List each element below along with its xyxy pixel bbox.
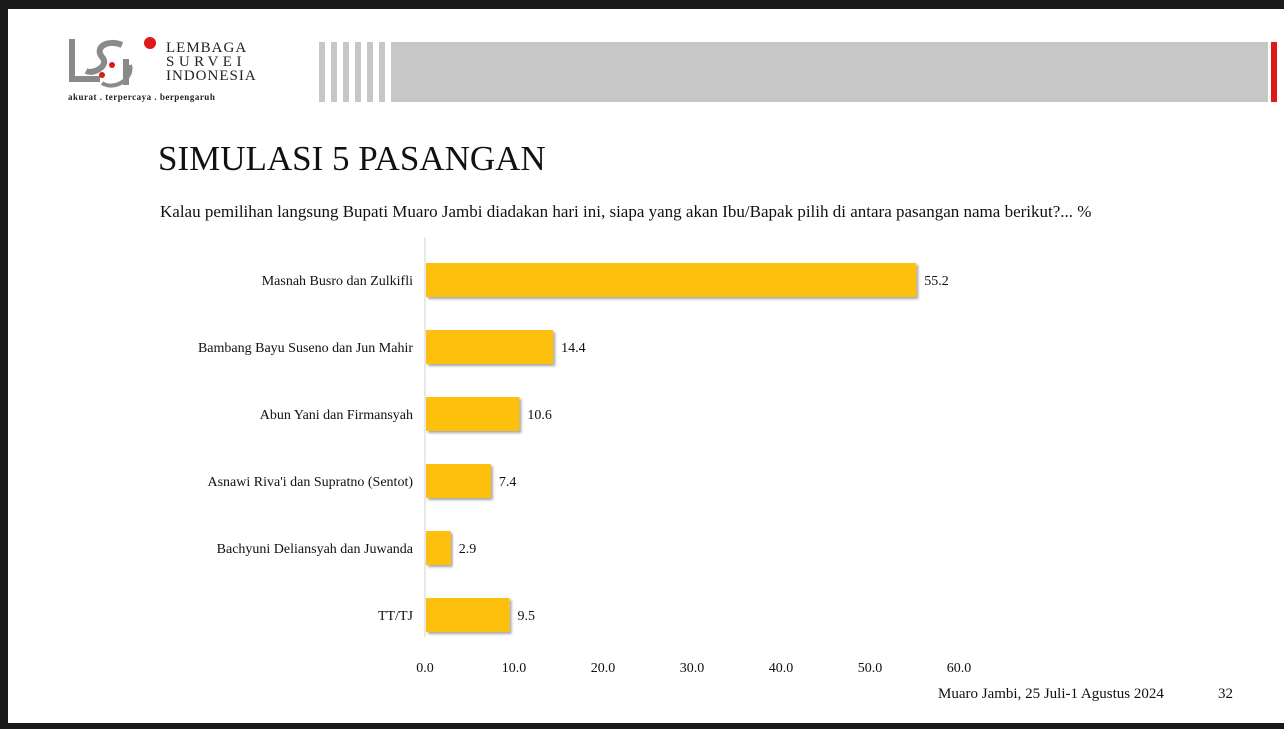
bar-1 xyxy=(426,330,554,364)
value-label: 14.4 xyxy=(561,341,586,356)
value-label: 2.9 xyxy=(459,542,477,557)
bar-5 xyxy=(426,598,510,632)
x-tick-label: 40.0 xyxy=(769,661,794,676)
x-tick-label: 30.0 xyxy=(680,661,705,676)
value-label: 7.4 xyxy=(499,475,517,490)
banner-red-accent xyxy=(1271,42,1277,102)
logo-tagline: akurat . terpercaya . berpengaruh xyxy=(68,92,216,102)
bar-0 xyxy=(426,263,917,297)
x-tick-label: 60.0 xyxy=(947,661,972,676)
category-label: Abun Yani dan Firmansyah xyxy=(260,408,413,423)
category-label: TT/TJ xyxy=(378,609,414,624)
lsi-logo-mark xyxy=(69,37,156,88)
category-label: Bachyuni Deliansyah dan Juwanda xyxy=(217,542,414,557)
slide: LEMBAGA SURVEI INDONESIA akurat . terper… xyxy=(8,9,1284,723)
banner-stripes xyxy=(313,42,403,102)
x-tick-label: 10.0 xyxy=(502,661,527,676)
x-tick-label: 0.0 xyxy=(416,661,434,676)
category-label: Masnah Busro dan Zulkifli xyxy=(262,274,413,289)
bar-3 xyxy=(426,464,491,498)
header-banner xyxy=(313,42,1268,102)
logo-text-survei: SURVEI xyxy=(166,54,246,70)
footer-date: Muaro Jambi, 25 Juli-1 Agustus 2024 xyxy=(938,686,1164,702)
slide-title: SIMULASI 5 PASANGAN xyxy=(158,139,546,178)
logo-text-indonesia: INDONESIA xyxy=(166,68,257,84)
x-tick-label: 20.0 xyxy=(591,661,616,676)
bar-chart: Masnah Busro dan Zulkifli 55.2 Bambang Bay… xyxy=(198,237,972,676)
x-tick-label: 50.0 xyxy=(858,661,883,676)
value-label: 9.5 xyxy=(518,609,536,624)
category-label: Bambang Bayu Suseno dan Jun Mahir xyxy=(198,341,413,356)
logo-text-lembaga: LEMBAGA xyxy=(166,40,248,56)
value-label: 10.6 xyxy=(527,408,552,423)
bar-2 xyxy=(426,397,520,431)
bar-4 xyxy=(426,531,451,565)
value-label: 55.2 xyxy=(924,274,949,289)
survey-question: Kalau pemilihan langsung Bupati Muaro Ja… xyxy=(160,202,1092,221)
lsi-logo: LEMBAGA SURVEI INDONESIA akurat . terper… xyxy=(48,29,288,109)
page-number: 32 xyxy=(1218,686,1233,702)
category-label: Asnawi Riva'i dan Supratno (Sentot) xyxy=(208,475,414,490)
